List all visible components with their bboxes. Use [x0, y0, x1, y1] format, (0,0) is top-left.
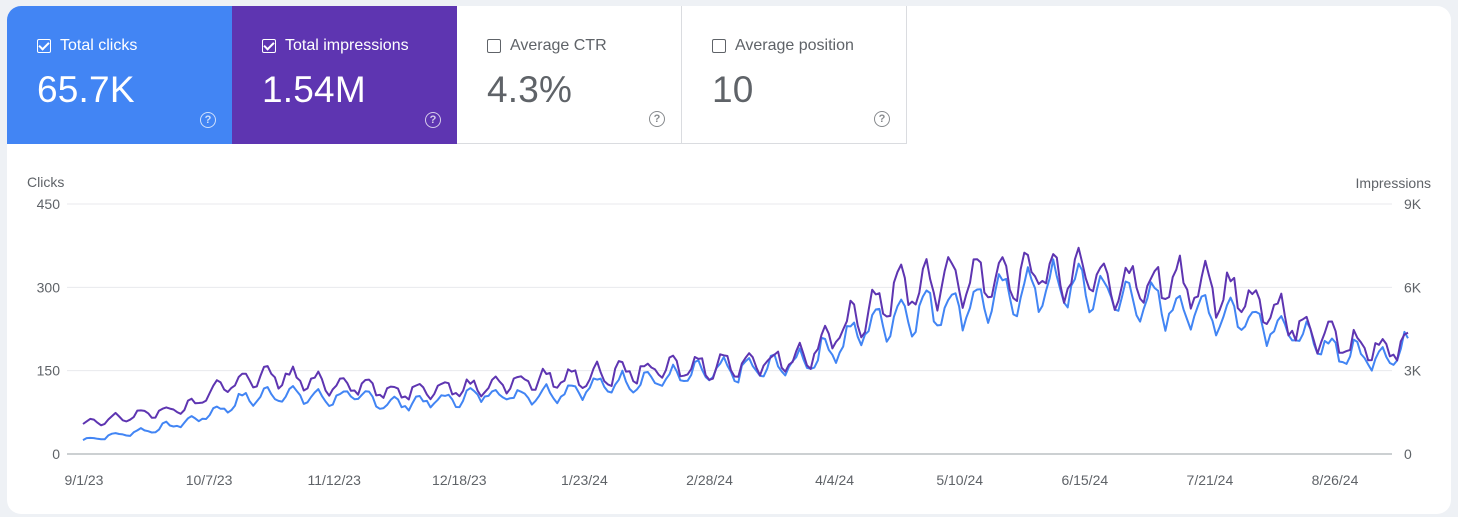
metric-tile-average-position[interactable]: Average position 10 ? — [682, 6, 907, 144]
metric-label: Average position — [735, 37, 854, 54]
x-tick-label: 11/12/23 — [307, 472, 361, 488]
x-tick-label: 9/1/23 — [65, 472, 104, 488]
right-tick-label: 3K — [1404, 363, 1422, 379]
x-tick-label: 10/7/23 — [186, 472, 233, 488]
metric-value: 1.54M — [262, 69, 366, 110]
x-tick-label: 12/18/23 — [432, 472, 487, 488]
series-lines — [82, 246, 1409, 441]
x-tick-label: 7/21/24 — [1187, 472, 1234, 488]
checkbox-unchecked-icon[interactable] — [487, 39, 501, 53]
right-tick-label: 9K — [1404, 196, 1422, 212]
question-circle-icon[interactable]: ? — [425, 112, 441, 128]
metric-tile-average-ctr[interactable]: Average CTR 4.3% ? — [457, 6, 682, 144]
x-tick-label: 8/26/24 — [1312, 472, 1359, 488]
checkbox-checked-icon[interactable] — [262, 39, 276, 53]
right-tick-label: 6K — [1404, 279, 1422, 295]
metric-value: 65.7K — [37, 69, 135, 110]
x-tick-label: 2/28/24 — [686, 472, 733, 488]
x-tick-label: 1/23/24 — [561, 472, 608, 488]
series-line-total-clicks — [82, 258, 1409, 441]
left-axis-label: Clicks — [27, 174, 64, 190]
question-circle-icon[interactable]: ? — [200, 112, 216, 128]
x-tick-label: 5/10/24 — [936, 472, 983, 488]
right-axis-label: Impressions — [1356, 175, 1431, 191]
x-tick-label: 4/4/24 — [815, 472, 854, 488]
right-axis-ticks: 0 3K 6K 9K — [1404, 196, 1422, 462]
metric-label: Average CTR — [510, 37, 607, 54]
left-tick-label: 150 — [37, 363, 61, 379]
gridlines — [67, 203, 1392, 455]
question-circle-icon[interactable]: ? — [649, 111, 665, 127]
metric-tiles: Total clicks 65.7K ? Total impressions 1… — [7, 6, 907, 144]
metric-label: Total clicks — [60, 37, 138, 54]
right-tick-label: 0 — [1404, 446, 1412, 462]
left-axis-ticks: 0 150 300 450 — [37, 196, 61, 462]
metric-value: 10 — [712, 69, 754, 110]
left-tick-label: 450 — [37, 196, 61, 212]
metric-label: Total impressions — [285, 37, 409, 54]
x-axis-ticks: 9/1/23 10/7/23 11/12/23 12/18/23 1/23/24 2/28… — [65, 472, 1359, 488]
metric-value: 4.3% — [487, 69, 573, 110]
performance-card: Total clicks 65.7K ? Total impressions 1… — [7, 6, 1451, 514]
metric-tile-total-clicks[interactable]: Total clicks 65.7K ? — [7, 6, 232, 144]
left-tick-label: 0 — [52, 446, 60, 462]
question-circle-icon[interactable]: ? — [874, 111, 890, 127]
checkbox-checked-icon[interactable] — [37, 39, 51, 53]
left-tick-label: 300 — [37, 279, 61, 295]
checkbox-unchecked-icon[interactable] — [712, 39, 726, 53]
x-tick-label: 6/15/24 — [1061, 472, 1108, 488]
series-line-total-impressions — [82, 246, 1409, 427]
metric-tile-total-impressions[interactable]: Total impressions 1.54M ? — [232, 6, 457, 144]
